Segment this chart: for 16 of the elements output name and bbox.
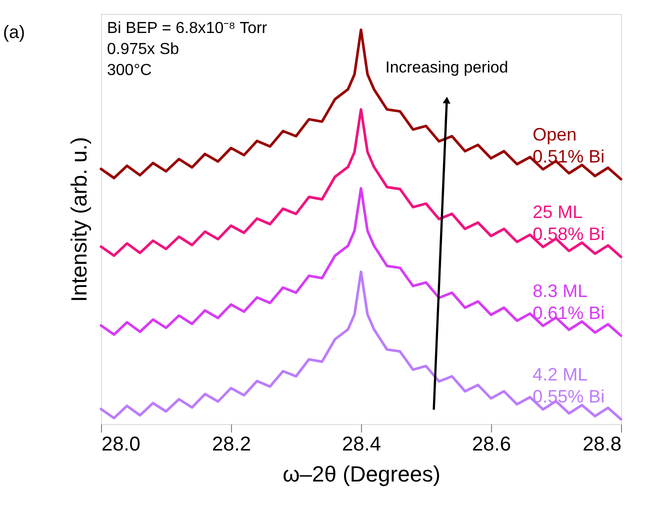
annotation: Bi BEP = 6.8x10⁻⁸ Torr bbox=[107, 20, 268, 37]
x-axis-title: ω–2θ (Degrees) bbox=[282, 462, 440, 486]
annotation: 0.975x Sb bbox=[107, 41, 180, 58]
x-tick-label: 28.0 bbox=[102, 434, 140, 456]
series-label: 4.2 ML 0.55% Bi bbox=[532, 364, 605, 406]
annotation: Increasing period bbox=[385, 60, 508, 76]
series-label: 25 ML 0.58% Bi bbox=[532, 202, 605, 244]
x-tick-label: 28.6 bbox=[472, 434, 511, 456]
y-axis-title: Intensity (arb. u.) bbox=[66, 136, 92, 302]
x-tick-label: 28.8 bbox=[582, 434, 622, 456]
x-tick-label: 28.4 bbox=[342, 434, 381, 456]
series-label: Open 0.51% Bi bbox=[532, 124, 605, 166]
x-tick-label: 28.2 bbox=[212, 434, 251, 456]
text: (a) bbox=[3, 22, 25, 42]
series-label: 8.3 ML 0.61% Bi bbox=[532, 280, 605, 323]
annotation: 300°C bbox=[107, 62, 152, 79]
